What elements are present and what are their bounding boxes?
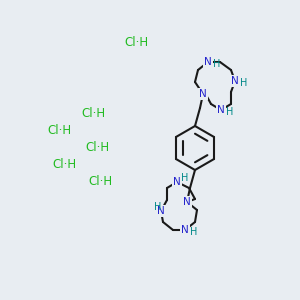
Text: Cl·H: Cl·H <box>124 35 148 49</box>
Text: N: N <box>204 57 212 67</box>
Text: Cl·H: Cl·H <box>82 107 106 120</box>
Text: Cl·H: Cl·H <box>47 124 71 137</box>
Text: H: H <box>213 59 220 69</box>
Text: H: H <box>181 173 188 183</box>
Text: N: N <box>157 206 165 216</box>
Text: N: N <box>217 105 225 115</box>
Text: N: N <box>173 177 181 187</box>
Text: H: H <box>154 202 161 212</box>
Text: H: H <box>190 227 197 237</box>
Text: H: H <box>226 107 233 117</box>
Text: N: N <box>181 225 189 235</box>
Text: Cl·H: Cl·H <box>88 175 112 188</box>
Text: N: N <box>231 76 239 86</box>
Text: Cl·H: Cl·H <box>85 141 109 154</box>
Text: H: H <box>240 78 247 88</box>
Text: Cl·H: Cl·H <box>52 158 76 171</box>
Text: N: N <box>183 197 191 207</box>
Text: N: N <box>199 89 207 99</box>
